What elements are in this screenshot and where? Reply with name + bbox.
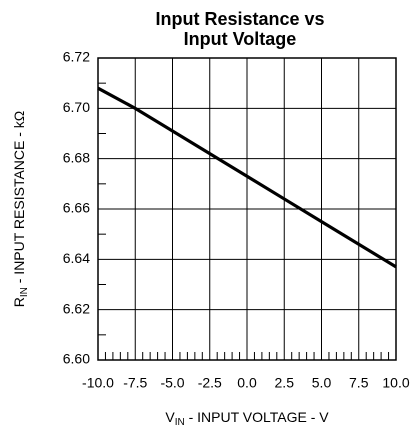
x-tick-label: -7.5: [123, 375, 147, 391]
x-tick-label: 7.5: [349, 375, 369, 391]
x-tick-label: -10.0: [82, 375, 114, 391]
x-axis-label: VIN - INPUT VOLTAGE - V: [165, 409, 329, 428]
y-tick-label: 6.68: [63, 149, 90, 165]
x-axis-label-main: V: [165, 409, 175, 425]
y-tick-label: 6.72: [63, 49, 90, 65]
y-tick-label: 6.64: [63, 250, 90, 266]
x-axis-label-sub: IN: [175, 417, 185, 428]
chart-title: Input Voltage: [184, 29, 297, 49]
y-tick-label: 6.70: [63, 99, 90, 115]
plot-frame: [97, 57, 397, 361]
y-axis-label-sub: IN: [19, 287, 30, 297]
y-axis-label-main: R: [11, 297, 27, 307]
y-axis-label-rest: - INPUT RESISTANCE - kΩ: [11, 111, 27, 287]
x-tick-label: -5.0: [160, 375, 184, 391]
x-tick-label: -2.5: [198, 375, 222, 391]
line: [97, 86, 397, 269]
x-tick-label: 0.0: [237, 375, 257, 391]
x-tick-label: 2.5: [275, 375, 295, 391]
chart-title: Input Resistance vs: [155, 9, 324, 29]
y-tick-label: 6.66: [63, 200, 90, 216]
x-tick-label: 10.0: [382, 375, 409, 391]
y-tick-label: 6.60: [63, 351, 90, 367]
x-axis-label-rest: - INPUT VOLTAGE - V: [185, 409, 330, 425]
y-axis-label: RIN - INPUT RESISTANCE - kΩ: [11, 111, 30, 308]
x-tick-label: 5.0: [312, 375, 332, 391]
y-tick-label: 6.62: [63, 300, 90, 316]
